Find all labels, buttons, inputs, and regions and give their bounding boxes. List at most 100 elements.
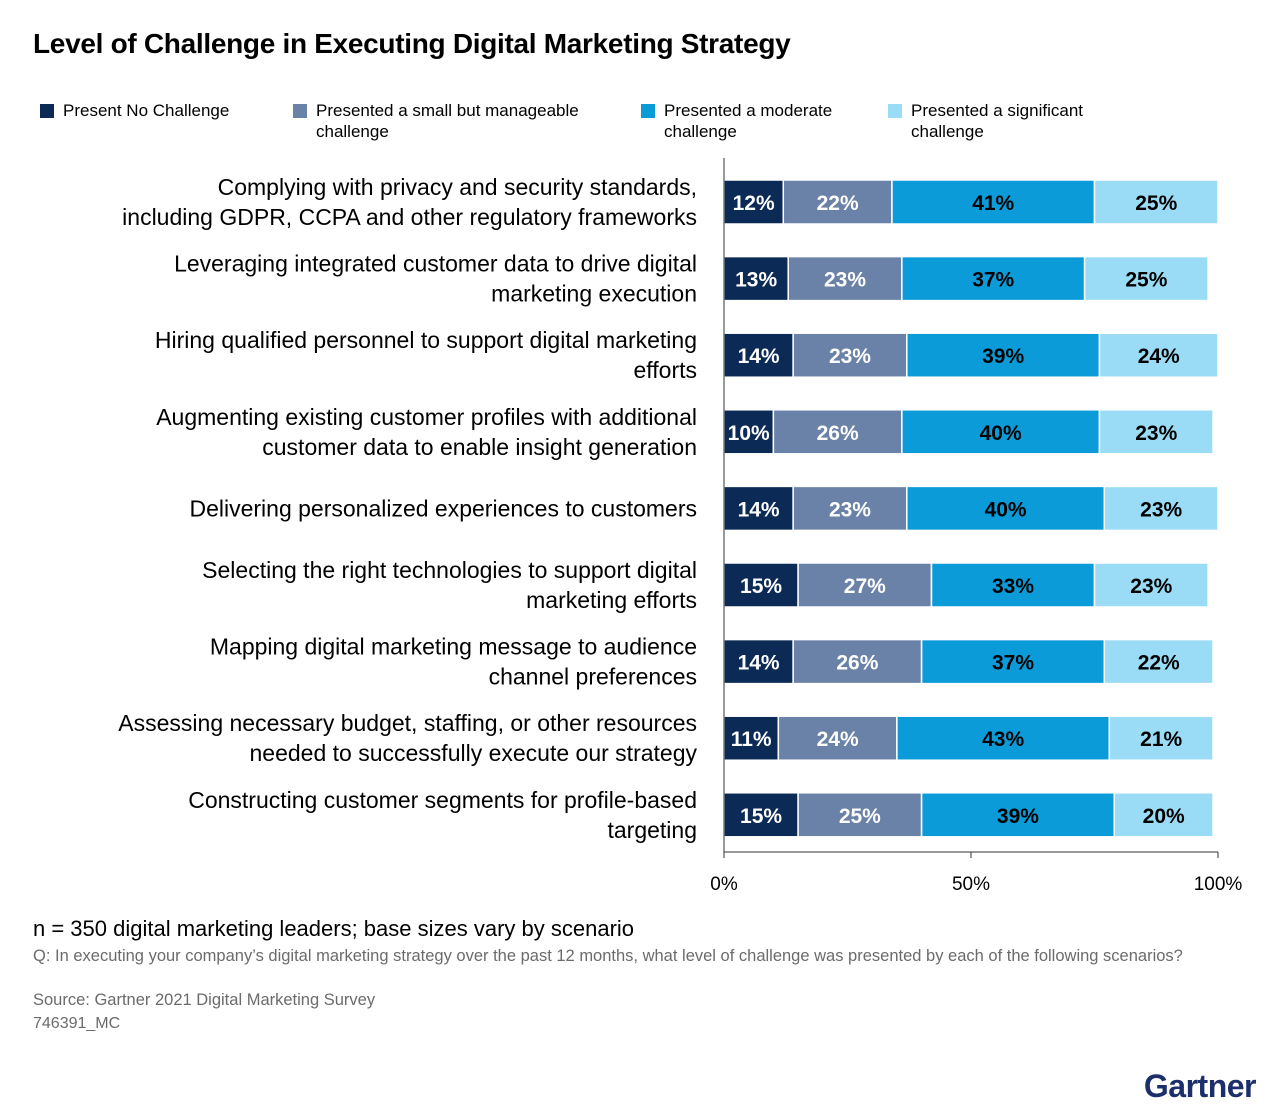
data-label: 39% (982, 345, 1024, 368)
legend-item-moderate: Presented a moderate challenge (641, 100, 832, 142)
source-note: Source: Gartner 2021 Digital Marketing S… (33, 991, 376, 1009)
bar-segment (1108, 715, 1214, 761)
figure-id: 746391_MC (33, 1015, 121, 1032)
category-label: Constructing customer segments for profi… (188, 787, 697, 843)
data-label: 43% (982, 728, 1024, 751)
sample-note: n = 350 digital marketing leaders; base … (33, 916, 635, 941)
category-label-line: customer data to enable insight generati… (262, 434, 697, 460)
data-label: 40% (985, 498, 1027, 521)
x-tick-label: 50% (952, 874, 990, 895)
legend-swatch-significant (888, 104, 902, 118)
category-label: Augmenting existing customer profiles wi… (156, 404, 697, 460)
data-label: 22% (1138, 652, 1180, 675)
data-label: 40% (980, 422, 1022, 445)
data-label: 22% (817, 192, 859, 215)
data-label: 33% (992, 575, 1034, 598)
bar-segment (723, 485, 794, 532)
bar-segment (1083, 255, 1209, 302)
category-label: Complying with privacy and security stan… (122, 174, 697, 230)
category-label-line: needed to successfully execute our strat… (250, 740, 698, 766)
data-label: 23% (1140, 498, 1182, 521)
category-label-line: marketing execution (491, 281, 697, 307)
data-label: 23% (1130, 575, 1172, 598)
legend-swatch-moderate (641, 104, 655, 118)
data-label: 14% (738, 652, 780, 675)
bar-segment (787, 255, 903, 302)
bar-segment (1103, 638, 1214, 685)
category-label: Selecting the right technologies to supp… (202, 557, 697, 613)
legend-swatch-small (293, 104, 307, 118)
bar-segment (782, 179, 893, 225)
x-tick-label: 100% (1194, 874, 1243, 895)
category-label-line: Assessing necessary budget, staffing, or… (118, 710, 697, 736)
data-label: 23% (824, 269, 866, 292)
category-label-line: targeting (607, 817, 697, 843)
bar-segment (891, 179, 1096, 225)
bar-segment (792, 485, 908, 532)
bar-segment (1093, 179, 1219, 225)
bar-segment (1098, 409, 1214, 455)
data-label: 11% (731, 728, 772, 751)
bar-segment (896, 715, 1111, 761)
legend-label-no-challenge: Present No Challenge (63, 101, 230, 120)
data-label: 21% (1140, 728, 1182, 751)
category-label-line: channel preferences (489, 664, 697, 690)
bar-segment (906, 485, 1106, 532)
data-label: 37% (972, 269, 1014, 292)
bar-segment (723, 638, 794, 685)
bar-segment (901, 255, 1086, 302)
category-label-line: Complying with privacy and security stan… (218, 174, 697, 200)
category-label-line: efforts (634, 357, 698, 383)
legend-swatch-no-challenge (40, 104, 54, 118)
data-label: 23% (829, 498, 871, 521)
bar-segment (723, 562, 799, 608)
data-label: 10% (728, 422, 770, 445)
gartner-logo: Gartner (1143, 1068, 1257, 1104)
legend-label-significant: Presented a significant challenge (911, 101, 1083, 141)
data-label: 26% (817, 422, 859, 445)
data-label: 24% (817, 728, 859, 751)
bar-segment (723, 255, 789, 302)
category-label-line: including GDPR, CCPA and other regulator… (122, 204, 697, 230)
data-label: 14% (738, 498, 780, 521)
legend-label-small: Presented a small but manageable challen… (316, 101, 579, 141)
data-label: 37% (992, 652, 1034, 675)
bar-segment (792, 332, 908, 378)
data-label: 14% (738, 345, 780, 368)
data-label: 15% (740, 575, 782, 598)
bar-segment (772, 409, 903, 455)
legend-label-moderate: Presented a moderate challenge (664, 101, 833, 141)
survey-question: Q: In executing your company’s digital m… (33, 947, 1183, 965)
category-label-line: Delivering personalized experiences to c… (189, 495, 697, 521)
category-label: Leveraging integrated customer data to d… (174, 251, 697, 307)
category-label: Assessing necessary budget, staffing, or… (118, 710, 697, 766)
category-label-line: Constructing customer segments for profi… (188, 787, 697, 813)
data-label: 27% (844, 575, 886, 598)
stacked-bar-chart: Complying with privacy and security stan… (118, 158, 1243, 895)
data-label: 20% (1143, 805, 1185, 828)
data-label: 25% (839, 805, 881, 828)
category-label: Mapping digital marketing message to aud… (210, 634, 697, 690)
bar-segment (792, 638, 923, 685)
legend-item-small: Presented a small but manageable challen… (293, 100, 579, 142)
bar-segment (723, 332, 794, 378)
x-tick-label: 0% (710, 874, 738, 895)
data-label: 12% (733, 192, 775, 215)
data-label: 24% (1138, 345, 1180, 368)
bar-segment (920, 638, 1106, 685)
category-label-line: Hiring qualified personnel to support di… (155, 327, 697, 353)
bar-segment (797, 792, 923, 838)
category-label-line: Augmenting existing customer profiles wi… (156, 404, 697, 430)
data-label: 39% (997, 805, 1039, 828)
data-label: 25% (1135, 192, 1177, 215)
category-label-line: Mapping digital marketing message to aud… (210, 634, 697, 660)
data-label: 23% (829, 345, 871, 368)
data-label: 13% (735, 269, 777, 292)
legend-item-no-challenge: Present No Challenge (40, 100, 229, 121)
bar-segment (723, 409, 775, 455)
category-label: Delivering personalized experiences to c… (189, 495, 697, 521)
bar-segment (797, 562, 933, 608)
legend: Present No Challenge Presented a small b… (0, 100, 1280, 150)
category-label-line: Leveraging integrated customer data to d… (174, 251, 697, 277)
bar-segment (930, 562, 1096, 608)
